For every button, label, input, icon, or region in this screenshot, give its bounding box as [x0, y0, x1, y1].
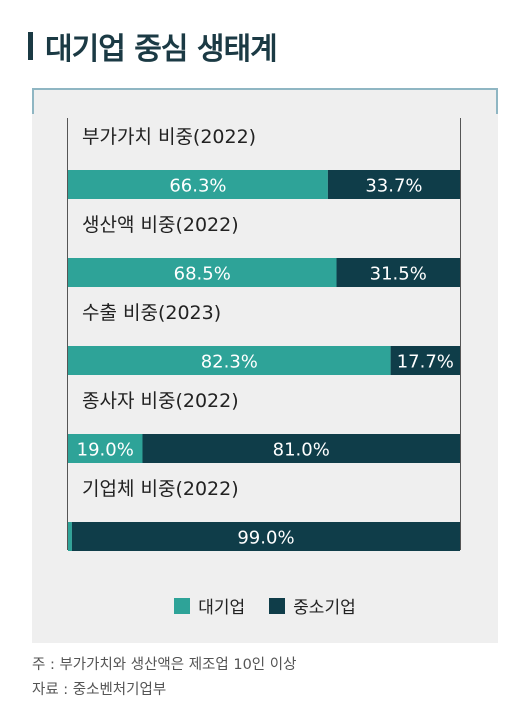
- legend-swatch-large: [174, 597, 191, 614]
- chart-legend: 대기업 중소기업: [32, 593, 498, 618]
- value-label-sme: 99.0%: [237, 528, 294, 549]
- bar-sme: [142, 434, 460, 463]
- category-label: 종사자 비중(2022): [82, 390, 239, 412]
- legend-label-large: 대기업: [198, 598, 246, 618]
- bar-sme: [336, 258, 460, 287]
- bar-large: [68, 258, 337, 287]
- panel-left-tick: [32, 88, 34, 114]
- bar-large: [68, 522, 72, 551]
- stacked-bar-chart: 부가가치 비중(2022) 66.3% 33.7% 생산액 비중(2022) 68.5%…: [67, 118, 461, 551]
- value-label-large: 68.5%: [174, 264, 231, 285]
- value-label-sme: 17.7%: [397, 352, 454, 373]
- panel-top-border: [32, 88, 498, 90]
- title-text: 대기업 중심 생태계: [45, 32, 278, 67]
- bar-sme: [327, 170, 460, 199]
- bar-large: [68, 434, 143, 463]
- category-label: 수출 비중(2023): [82, 302, 221, 324]
- legend-swatch-sme: [269, 597, 286, 614]
- category-label: 기업체 비중(2022): [82, 478, 239, 500]
- legend-item-large: 대기업: [174, 593, 245, 618]
- legend-label-sme: 중소기업: [293, 598, 356, 618]
- category-label: 부가가치 비중(2022): [82, 126, 256, 148]
- value-label-large: 19.0%: [77, 440, 134, 461]
- note-text: 주 : 부가가치와 생산액은 제조업 10인 이상: [32, 657, 297, 673]
- bar-large: [68, 346, 391, 375]
- footnotes: 주 : 부가가치와 생산액은 제조업 10인 이상 자료 : 중소벤처기업부: [32, 653, 296, 703]
- category-label: 생산액 비중(2022): [82, 214, 239, 236]
- bar-sme: [390, 346, 460, 375]
- chart-panel: 부가가치 비중(2022) 66.3% 33.7% 생산액 비중(2022) 68.5%…: [32, 88, 498, 643]
- value-label-large: 82.3%: [201, 352, 258, 373]
- source-text: 자료 : 중소벤처기업부: [32, 682, 167, 698]
- title-bar-icon: [28, 32, 33, 60]
- bar-large: [68, 170, 328, 199]
- value-label-sme: 33.7%: [365, 176, 422, 197]
- value-label-sme: 81.0%: [273, 440, 330, 461]
- legend-item-sme: 중소기업: [269, 593, 356, 618]
- value-label-sme: 31.5%: [370, 264, 427, 285]
- bar-sme: [71, 522, 461, 551]
- chart-title: 대기업 중심 생태계: [28, 24, 278, 68]
- panel-right-tick: [496, 88, 498, 114]
- value-label-large: 66.3%: [169, 176, 226, 197]
